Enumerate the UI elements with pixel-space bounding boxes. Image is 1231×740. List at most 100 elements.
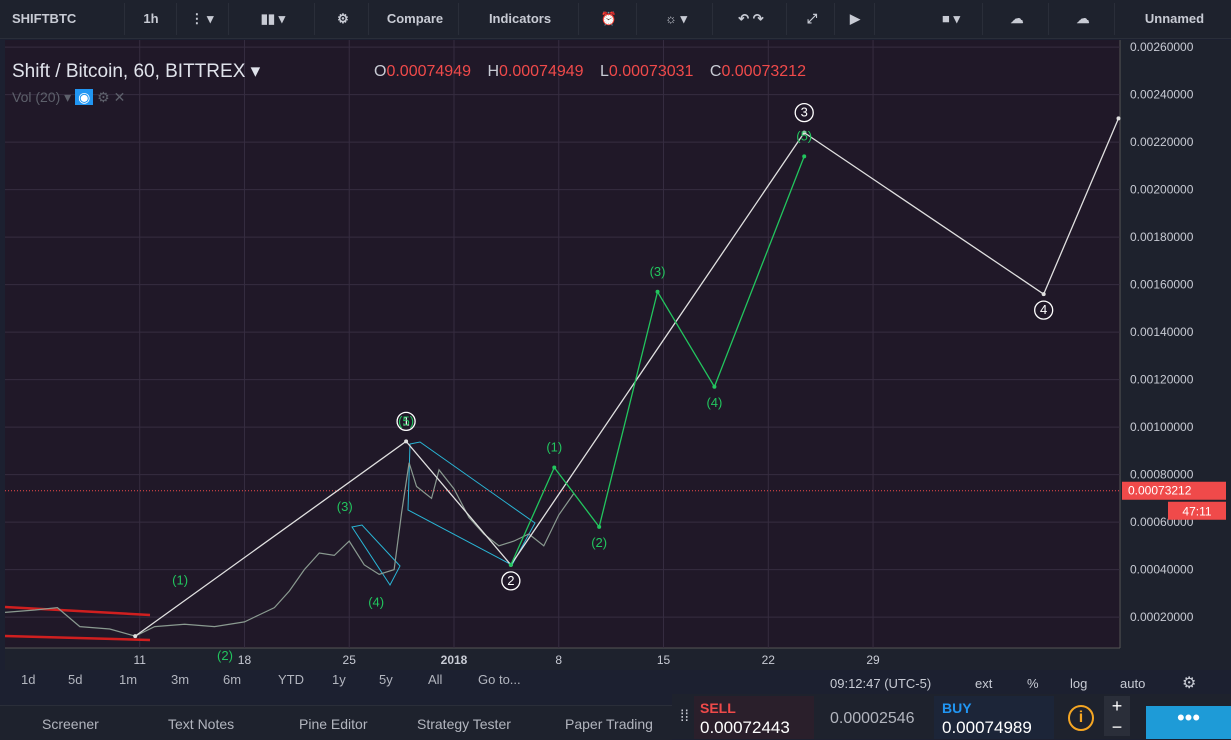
wave-label: (1) <box>172 573 188 588</box>
sell-box[interactable]: SELL 0.00072443 <box>694 696 814 739</box>
wave-label: (2) <box>217 648 233 663</box>
axis-settings[interactable]: ⚙ <box>1182 675 1197 692</box>
countdown: 47:11 <box>1182 505 1211 519</box>
tab[interactable]: Pine Editor <box>299 716 368 732</box>
menu[interactable]: ••• <box>1146 706 1231 739</box>
compare[interactable]: Compare <box>372 3 459 35</box>
wave-label: 2 <box>507 573 514 588</box>
x-tick-label: 25 <box>343 653 357 667</box>
spread: 0.00002546 <box>830 710 915 727</box>
info[interactable]: i <box>1068 705 1094 731</box>
time-axis-bg <box>5 648 1231 670</box>
wave-point <box>404 439 409 444</box>
wave-label: (5) <box>796 128 812 143</box>
tab[interactable]: Paper Trading <box>565 716 653 732</box>
zoom[interactable]: + − <box>1104 696 1130 737</box>
ohlc-value: 0.00073031 <box>608 63 694 80</box>
drag: ⁞⁞ <box>680 708 689 725</box>
wave-point <box>802 130 807 135</box>
ohlc-value: 0.00074949 <box>499 63 584 80</box>
more[interactable]: ⋮ ▾ <box>176 3 229 35</box>
save[interactable]: ☁ <box>1052 3 1115 35</box>
ideas[interactable]: ☼ ▾ <box>640 3 713 35</box>
trade-panel: ⁞⁞ SELL 0.00072443 0.00002546 BUY 0.0007… <box>672 694 1231 739</box>
fullscreen[interactable]: ⤢ <box>790 3 835 35</box>
undo-redo[interactable]: ↶ ↷ <box>716 3 787 35</box>
x-tick-label: 15 <box>657 653 671 667</box>
symbol[interactable]: SHIFTBTC <box>0 3 125 35</box>
range-button[interactable]: 1y <box>332 672 346 687</box>
alert[interactable]: ⏰ <box>582 3 637 35</box>
ohlc: O0.00074949 H0.00074949 L0.00073031 C0.0… <box>374 63 806 81</box>
buy-price: 0.00074989 <box>942 718 1032 737</box>
wave-circle <box>794 102 814 123</box>
range-button[interactable]: All <box>428 672 443 687</box>
wave-point <box>133 634 138 639</box>
wave-label: (1) <box>546 440 562 455</box>
indicators[interactable]: Indicators <box>462 3 579 35</box>
top-toolbar: SHIFTBTC 1h ⋮ ▾ ▮▮ ▾ ⚙ Compare Indicator… <box>0 0 1231 39</box>
price-line <box>4 462 575 637</box>
volume: Vol (20) <box>12 89 61 105</box>
sell-price: 0.00072443 <box>700 718 790 737</box>
channel[interactable] <box>351 524 401 586</box>
log[interactable]: log <box>1070 676 1088 691</box>
wave-point <box>597 524 602 529</box>
trend-line[interactable] <box>4 634 151 642</box>
load[interactable]: ☁ <box>986 3 1049 35</box>
volume-legend[interactable]: Vol (20) ▾ ◉ ⚙ ✕ <box>12 89 126 105</box>
layout-name[interactable]: Unnamed <box>1144 11 1205 26</box>
x-tick-label: 11 <box>133 653 146 667</box>
color[interactable]: ■ ▾ <box>920 3 983 35</box>
replay[interactable]: ▶ <box>836 3 875 35</box>
y-tick-label: 0.00180000 <box>1130 230 1194 244</box>
x-tick-label: 29 <box>866 653 880 667</box>
buy-box[interactable]: BUY 0.00074989 <box>934 696 1054 739</box>
buy: BUY <box>942 700 972 716</box>
range-button[interactable]: Go to... <box>478 672 521 687</box>
ohlc-label: L <box>599 63 609 80</box>
wave-circle <box>501 571 521 591</box>
wave-point <box>1041 292 1046 297</box>
range-button[interactable]: 6m <box>223 672 242 687</box>
x-tick-label: 18 <box>238 653 252 667</box>
price-axis-bg <box>1120 40 1231 648</box>
range-button[interactable]: 1m <box>119 672 138 687</box>
percent[interactable]: % <box>1027 676 1039 691</box>
auto[interactable]: auto <box>1120 676 1146 691</box>
y-tick-label: 0.00120000 <box>1130 373 1194 387</box>
channel[interactable] <box>407 441 536 566</box>
tab[interactable]: Screener <box>42 716 99 732</box>
range-button[interactable]: 3m <box>171 672 190 687</box>
wave-point <box>552 465 557 470</box>
range-button[interactable]: 5d <box>68 672 83 687</box>
settings[interactable]: ⚙ <box>318 3 369 35</box>
last-price-box <box>1122 481 1226 500</box>
range-button[interactable]: 1d <box>21 672 36 687</box>
y-tick-label: 0.00100000 <box>1130 420 1194 434</box>
wave-label: (3) <box>650 264 666 279</box>
wave-line <box>134 118 1120 637</box>
interval[interactable]: 1h <box>126 3 177 35</box>
y-tick-label: 0.00080000 <box>1130 468 1194 482</box>
wave-label: (5) <box>398 413 414 428</box>
y-tick-label: 0.00240000 <box>1130 88 1194 102</box>
wave-label: 3 <box>801 105 808 120</box>
sell: SELL <box>700 700 736 716</box>
ext[interactable]: ext <box>975 676 993 691</box>
tab[interactable]: Strategy Tester <box>417 716 511 732</box>
wave-point <box>655 289 660 294</box>
ohlc-label: O <box>374 63 387 80</box>
wave-label: (4) <box>368 594 384 609</box>
ohlc-label: C <box>709 63 722 80</box>
range-button[interactable]: 5y <box>379 672 393 687</box>
trend-line[interactable] <box>4 605 151 617</box>
tab[interactable]: Text Notes <box>168 716 235 732</box>
chart-style[interactable]: ▮▮ ▾ <box>232 3 315 35</box>
range-button[interactable]: YTD <box>278 672 304 687</box>
x-tick-label: 2018 <box>441 653 468 667</box>
wave-point <box>802 154 807 159</box>
y-tick-label: 0.00140000 <box>1130 325 1194 339</box>
ohlc-value: 0.00073212 <box>721 63 806 80</box>
